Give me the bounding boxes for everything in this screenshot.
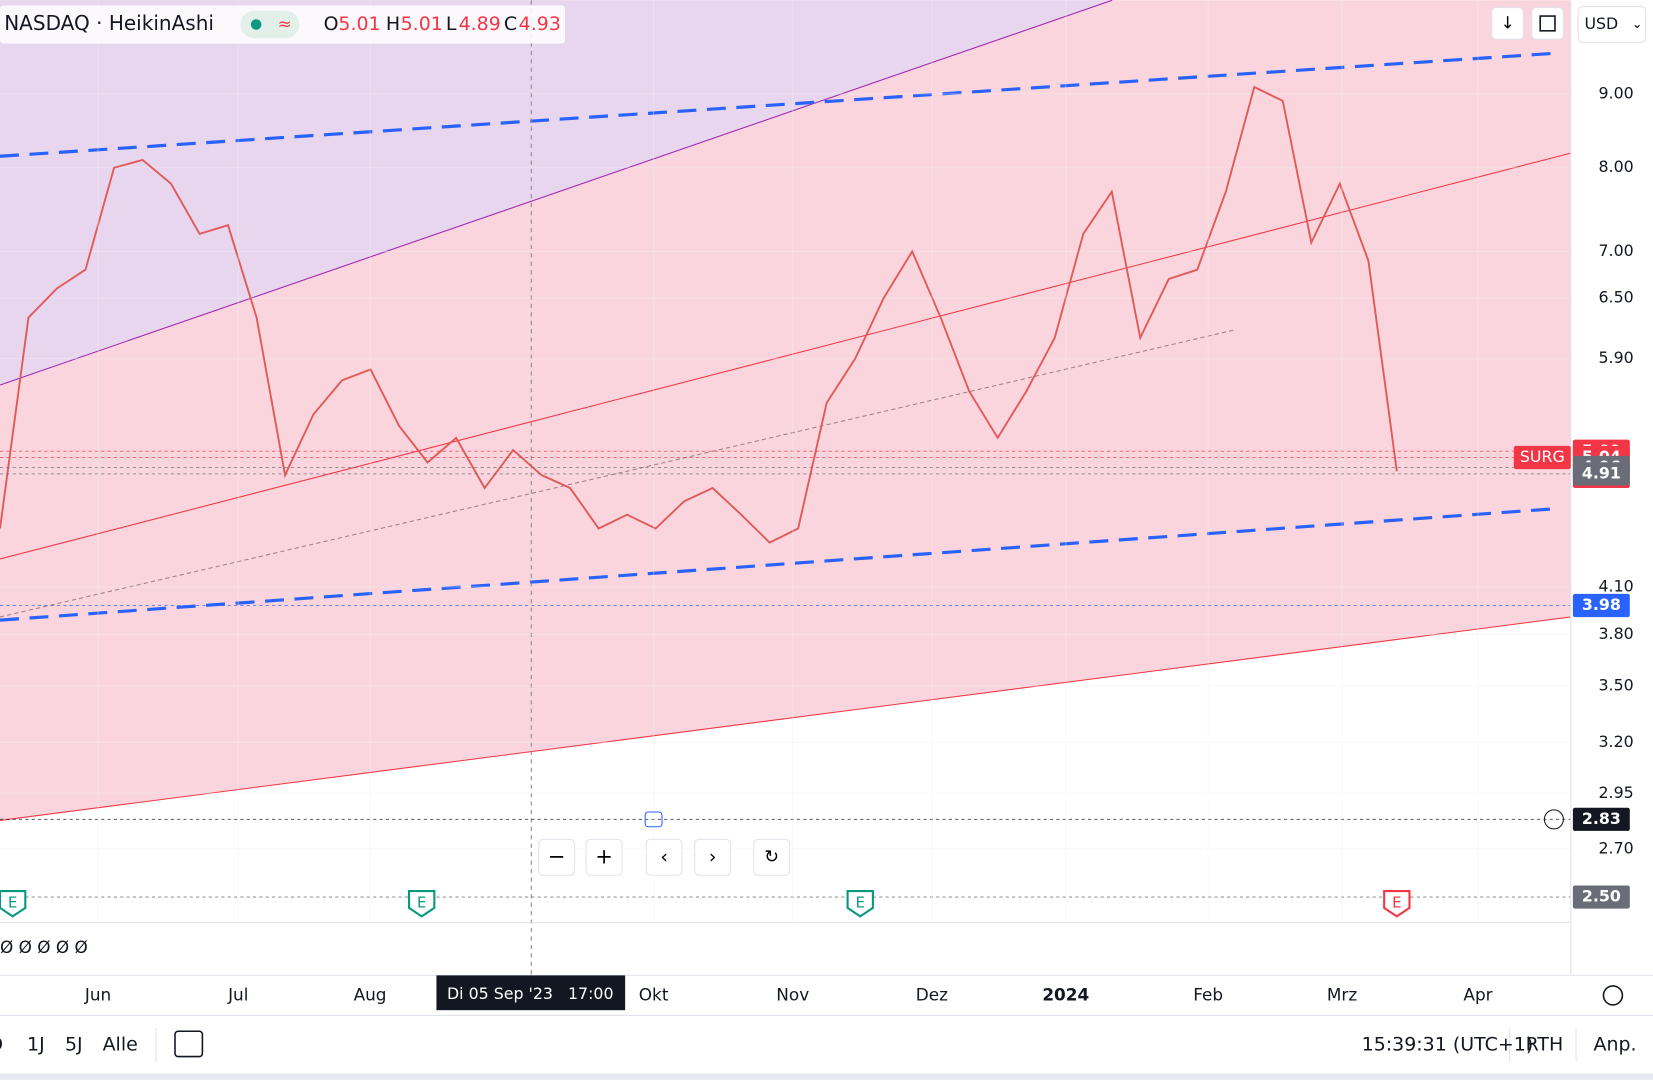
- price-label-bg: [1572, 885, 1630, 909]
- y-tick-label: 4.10: [1599, 576, 1634, 595]
- crosshair-label: Di 05 Sep '23 17:00: [447, 984, 614, 1003]
- price-label-bg: [1572, 462, 1630, 486]
- c-label: C: [504, 13, 517, 35]
- channel-line: [0, 506, 1561, 622]
- y-tick-label: 9.00: [1599, 83, 1634, 102]
- y-tick-label: 5.90: [1599, 348, 1634, 367]
- y-tick-label: 2.95: [1599, 783, 1634, 802]
- l-label: L: [446, 13, 457, 35]
- earnings-badge[interactable]: [0, 889, 27, 918]
- x-tick-label: Dez: [916, 984, 948, 1004]
- x-tick-label: Feb: [1193, 984, 1223, 1004]
- handle[interactable]: [644, 811, 663, 828]
- icon: −: [548, 843, 566, 868]
- market-status: [250, 19, 262, 30]
- x-tick-label: Jul: [227, 984, 248, 1004]
- x-tick-label: Aug: [354, 984, 387, 1004]
- icon: ↻: [764, 846, 779, 867]
- trend-line: [0, 616, 1571, 821]
- x-tick-label: Nov: [776, 984, 809, 1004]
- download-button[interactable]: [1491, 7, 1524, 40]
- symbol-label-bg: [1513, 445, 1571, 470]
- earnings-letter: E: [856, 895, 865, 912]
- earnings-badge[interactable]: [1383, 889, 1411, 918]
- price-label: 2.50: [1582, 887, 1621, 906]
- date-range-button[interactable]: [174, 1030, 204, 1058]
- icon: ›: [709, 846, 717, 868]
- dividends: Ø Ø Ø Ø Ø: [0, 937, 88, 957]
- status-pill[interactable]: [240, 10, 300, 39]
- currency-button[interactable]: [1577, 6, 1647, 43]
- range-button[interactable]: 5J: [65, 1033, 83, 1055]
- symbol-label: SURG: [1520, 447, 1565, 466]
- crosshair-label-bg: [436, 975, 626, 1011]
- trend-line: [0, 0, 1113, 386]
- c-value: 4.93: [519, 13, 561, 35]
- o-label: O: [324, 13, 339, 35]
- adjust[interactable]: Anp.: [1594, 1033, 1637, 1055]
- icon: +: [595, 843, 613, 868]
- clock: 15:39:31 (UTC+1): [1362, 1033, 1534, 1055]
- download-icon: ↓: [1500, 12, 1514, 32]
- y-tick-label: 7.00: [1599, 241, 1634, 260]
- range-button[interactable]: Alle: [103, 1033, 138, 1055]
- y-tick-label: 8.00: [1599, 157, 1634, 176]
- x-tick-label: Jun: [84, 984, 111, 1004]
- price-label-bg: [1572, 593, 1630, 618]
- range-button[interactable]: 1J: [27, 1033, 45, 1055]
- h-value: 5.01: [401, 13, 443, 35]
- bottom-edge: [0, 1073, 1653, 1080]
- session[interactable]: RTH: [1526, 1033, 1564, 1055]
- x-tick-label: 2024: [1042, 984, 1089, 1004]
- earnings-letter: E: [8, 895, 17, 912]
- earnings-badge[interactable]: [846, 889, 874, 918]
- delay-icon: ≈: [278, 13, 292, 33]
- earnings-letter: E: [1392, 895, 1401, 912]
- add-alert[interactable]: [1543, 809, 1564, 830]
- x-tick-label: Okt: [639, 984, 669, 1004]
- zoom-out[interactable]: [538, 838, 576, 876]
- icon: ‹: [660, 846, 668, 868]
- price-line: [0, 85, 1398, 544]
- earnings-badge[interactable]: [407, 889, 436, 918]
- range-button[interactable]: D: [0, 1033, 3, 1055]
- settings-button[interactable]: [1602, 985, 1624, 1006]
- ohlc: O 5.01 H 5.01 L 4.89 C 4.93: [324, 13, 561, 35]
- zoom-in[interactable]: [585, 838, 623, 876]
- nav-buttons: − + ‹ › ↻: [538, 838, 791, 876]
- symbol: NASDAQ · HeikinAshi: [4, 11, 214, 35]
- chevron: ⌄: [1632, 16, 1643, 31]
- trend-line: [0, 152, 1571, 560]
- reset[interactable]: [753, 838, 791, 876]
- h-label: H: [386, 13, 400, 35]
- scroll-left[interactable]: [645, 838, 683, 876]
- y-tick-label: 6.50: [1599, 287, 1634, 306]
- scroll-right[interactable]: [694, 838, 732, 876]
- currency: USD: [1584, 14, 1618, 33]
- y-tick-label: 3.50: [1599, 676, 1634, 695]
- x-tick-label: Apr: [1463, 984, 1492, 1004]
- price-label: 4.91: [1582, 463, 1621, 482]
- fullscreen-icon: [1539, 15, 1556, 32]
- price-label: 3.98: [1582, 595, 1621, 614]
- earnings-letter: E: [417, 895, 426, 912]
- y-tick-label: 3.20: [1599, 732, 1634, 751]
- y-tick-label: 2.70: [1599, 838, 1634, 857]
- o-value: 5.01: [338, 13, 380, 35]
- l-value: 4.89: [459, 13, 501, 35]
- price-label-bg: [1572, 807, 1630, 831]
- price-label: 2.83: [1582, 809, 1621, 828]
- fullscreen-button[interactable]: [1531, 7, 1564, 40]
- y-tick-label: 3.80: [1599, 624, 1634, 643]
- x-tick-label: Mrz: [1327, 984, 1357, 1004]
- trend-line: [0, 329, 1234, 618]
- channel-line: [0, 51, 1561, 158]
